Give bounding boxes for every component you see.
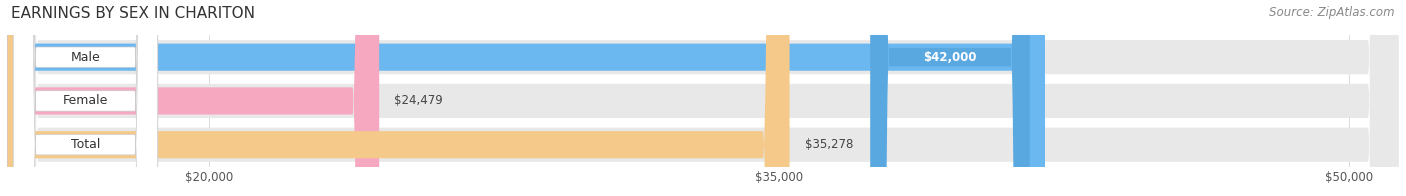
FancyBboxPatch shape: [7, 0, 790, 196]
FancyBboxPatch shape: [13, 0, 157, 196]
Text: Source: ZipAtlas.com: Source: ZipAtlas.com: [1270, 6, 1395, 19]
Text: $35,278: $35,278: [804, 138, 853, 151]
Text: EARNINGS BY SEX IN CHARITON: EARNINGS BY SEX IN CHARITON: [11, 6, 256, 21]
Text: $24,479: $24,479: [395, 94, 443, 107]
FancyBboxPatch shape: [7, 0, 1045, 196]
FancyBboxPatch shape: [7, 0, 1399, 196]
Text: $42,000: $42,000: [924, 51, 977, 64]
Text: Female: Female: [63, 94, 108, 107]
FancyBboxPatch shape: [13, 0, 157, 196]
FancyBboxPatch shape: [7, 0, 380, 196]
FancyBboxPatch shape: [7, 0, 1399, 196]
FancyBboxPatch shape: [13, 0, 157, 196]
Text: Total: Total: [70, 138, 100, 151]
FancyBboxPatch shape: [7, 0, 1399, 196]
Text: Male: Male: [70, 51, 100, 64]
FancyBboxPatch shape: [870, 0, 1029, 196]
